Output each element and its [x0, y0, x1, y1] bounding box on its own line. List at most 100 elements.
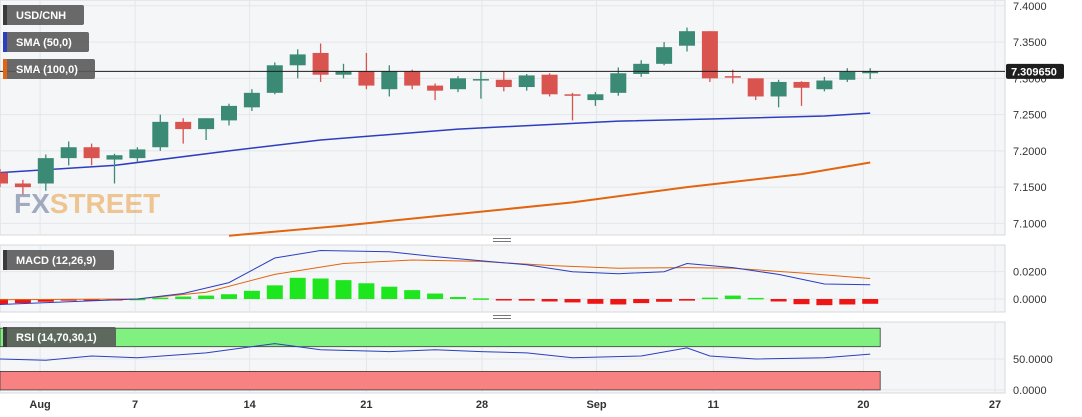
candle-body	[312, 52, 329, 75]
candle	[724, 69, 741, 84]
macd-histogram-bar	[839, 299, 856, 305]
date-tick-label: 27	[989, 399, 1001, 411]
macd-histogram-bar	[633, 299, 650, 304]
macd-histogram-bar	[14, 299, 31, 304]
candle	[427, 83, 444, 101]
rsi-tick-label: 50.0000	[1013, 354, 1053, 366]
candle-body	[106, 155, 123, 160]
pane-splitter-1[interactable]	[493, 238, 511, 242]
candle-body	[83, 147, 100, 159]
candle	[14, 179, 31, 195]
candle-body	[450, 78, 466, 90]
candle-body	[266, 65, 283, 93]
sma100-line	[228, 161, 871, 237]
price-tick-label: 7.1000	[1013, 218, 1047, 230]
rsi-tag[interactable]: RSI (14,70,30,1)	[3, 327, 116, 347]
candle	[243, 89, 260, 111]
candle	[816, 76, 833, 92]
price-tick-label: 7.3500	[1013, 37, 1047, 49]
date-tick-label: 14	[243, 399, 256, 411]
candle-body	[129, 149, 146, 159]
macd-histogram-bar	[610, 299, 627, 305]
candle	[495, 71, 512, 92]
macd-tag[interactable]: MACD (12,26,9)	[3, 250, 114, 270]
macd-histogram-bar	[564, 299, 581, 303]
candle-body	[243, 92, 260, 108]
candle-body	[770, 81, 787, 97]
candle-body	[610, 73, 627, 93]
macd-label: MACD (12,26,9)	[16, 255, 96, 267]
candle-body	[587, 94, 604, 101]
price-tick-label: 7.4000	[1013, 1, 1047, 13]
candle	[37, 154, 54, 191]
candle	[312, 43, 329, 82]
price-panel	[0, 0, 1006, 236]
date-tick-label: Aug	[29, 399, 50, 411]
sma100-label: SMA (100,0)	[16, 64, 78, 76]
fxstreet-watermark: FXSTREET	[14, 188, 160, 219]
candle	[221, 103, 237, 126]
date-tick-label: Sep	[586, 399, 606, 411]
candle	[747, 78, 764, 101]
candle-body	[793, 81, 810, 88]
candle	[518, 73, 535, 91]
price-tick-label: 7.2000	[1013, 146, 1047, 158]
candle	[198, 118, 215, 140]
macd-histogram-bar	[335, 280, 352, 300]
candle	[83, 143, 100, 166]
candle	[381, 65, 398, 97]
candle	[0, 168, 8, 188]
candle	[266, 62, 283, 95]
macd-signal-line	[0, 259, 871, 301]
candle-body	[381, 71, 398, 90]
candle-body	[701, 31, 718, 79]
macd-histogram-bar	[312, 278, 329, 300]
candle-body	[152, 121, 169, 148]
candle	[564, 92, 581, 121]
macd-histogram-bar	[472, 298, 489, 300]
macd-tick-label: 0.0200	[1013, 267, 1047, 279]
pane-splitter-2[interactable]	[493, 315, 511, 319]
candle-body	[839, 71, 856, 80]
rsi-overbought-band	[0, 327, 881, 348]
macd-histogram-bar	[816, 299, 833, 306]
candle	[633, 60, 650, 77]
candle-body	[14, 183, 31, 188]
candle	[770, 79, 787, 108]
last-price-value: 7.309650	[1011, 66, 1057, 78]
macd-histogram-bar	[289, 277, 306, 300]
candle-body	[518, 75, 535, 88]
candle	[541, 73, 558, 97]
candle-body	[564, 94, 581, 96]
macd-histogram-bar	[152, 297, 169, 300]
candle-body	[404, 71, 421, 86]
symbol-tag[interactable]: USD/CNH	[3, 5, 84, 25]
candle	[862, 68, 879, 80]
candle-body	[60, 147, 77, 159]
macd-histogram-bar	[266, 285, 283, 300]
candle-body	[175, 121, 192, 130]
date-tick-label: 28	[476, 399, 488, 411]
macd-histogram-bar	[404, 290, 421, 300]
macd-histogram-bar	[221, 294, 237, 300]
macd-histogram-bar	[679, 299, 695, 301]
candle-body	[198, 118, 215, 130]
symbol-label: USD/CNH	[16, 10, 66, 22]
macd-histogram-bar	[358, 283, 375, 300]
macd-histogram-bar	[701, 297, 718, 300]
macd-histogram-bar	[243, 290, 260, 300]
macd-histogram-bar	[427, 293, 444, 300]
sma100-tag[interactable]: SMA (100,0)	[3, 59, 95, 79]
macd-histogram-bar	[587, 299, 604, 304]
rsi-line	[0, 343, 871, 361]
macd-histogram-bar	[0, 299, 8, 305]
date-tick-label: 21	[360, 399, 372, 411]
watermark-fx: FX	[14, 188, 50, 219]
candle-body	[679, 31, 695, 46]
macd-histogram-bar	[175, 296, 192, 300]
sma50-tag[interactable]: SMA (50,0)	[3, 32, 89, 52]
candle-body	[724, 76, 741, 78]
sma50-label: SMA (50,0)	[16, 37, 72, 49]
macd-histogram-bar	[83, 299, 100, 301]
